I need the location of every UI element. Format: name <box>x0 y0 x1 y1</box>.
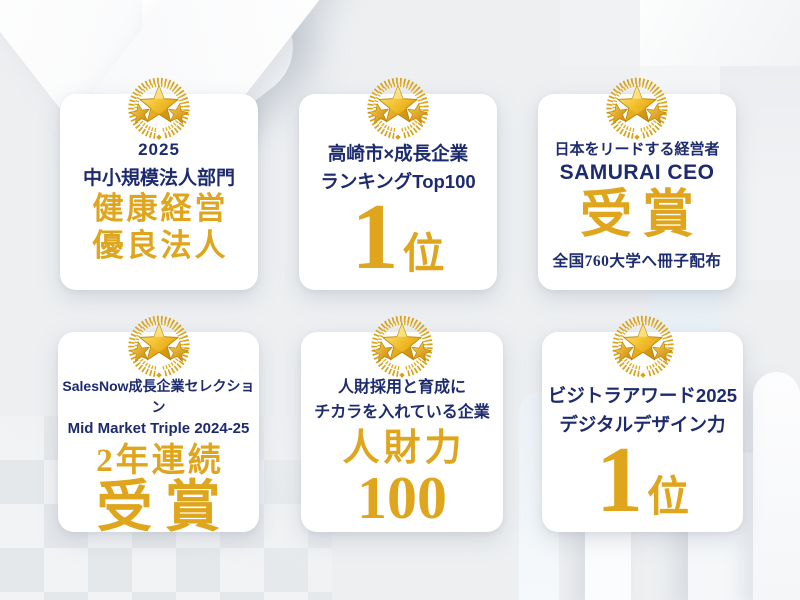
award-card-kenko-keiei: 2025 中小規模法人部門 健康経営 優良法人 <box>60 94 258 290</box>
rank-number: 1 <box>595 428 643 533</box>
rank-unit: 位 <box>646 475 689 522</box>
gold-star-laurel-badge-icon <box>601 305 685 379</box>
award-title-line-1: 人財採用と育成に <box>337 379 466 396</box>
rank-unit: 位 <box>402 231 445 278</box>
award-title-line-2: Mid Market Triple 2024-25 <box>67 420 250 437</box>
award-subtitle: 日本をリードする経営者 <box>554 141 720 158</box>
gold-star-laurel-badge-icon <box>595 67 679 141</box>
award-footnote: 全国760大学へ冊子配布 <box>552 252 722 270</box>
award-year: 2025 <box>138 140 180 159</box>
award-gold-line-2: 優良法人 <box>92 227 229 263</box>
award-title: SAMURAI CEO <box>559 161 715 184</box>
bg-mosaic-square <box>640 0 800 66</box>
award-card-jinzairyoku: 人財採用と育成に チカラを入れている企業 人財力 100 <box>301 332 503 532</box>
award-title-line-1: 高崎市×成長企業 <box>327 143 469 164</box>
award-gold-label: 人財力 <box>342 427 466 469</box>
award-rank: 1位 <box>351 190 445 284</box>
award-card-takasaki-ranking: 高崎市×成長企業 ランキングTop100 1位 <box>299 94 497 290</box>
award-title-line-1: SalesNow成長企業セレクション <box>62 378 255 415</box>
bg-mosaic-square <box>560 0 640 66</box>
award-gold-line-1: 健康経営 <box>92 191 229 226</box>
award-gold-text: 受賞 <box>96 477 233 539</box>
gold-star-laurel-badge-icon <box>360 305 444 379</box>
award-streak: 2年連続 <box>96 443 224 479</box>
rank-number: 1 <box>351 184 399 289</box>
gold-star-laurel-badge-icon <box>117 305 201 379</box>
award-card-salesnow: SalesNow成長企業セレクション Mid Market Triple 202… <box>58 332 259 536</box>
award-title-line-2: チカラを入れている企業 <box>314 403 490 421</box>
award-score: 100 <box>357 465 447 532</box>
award-rank: 1位 <box>596 433 689 527</box>
gold-star-laurel-badge-icon <box>356 67 440 141</box>
award-card-samurai-ceo: 日本をリードする経営者 SAMURAI CEO 受賞 全国760大学へ冊子配布 <box>538 94 736 290</box>
award-title-line-2: デジタルデザイン力 <box>559 413 726 435</box>
bg-shape-bar <box>753 372 800 600</box>
award-title-line-1: ビジトラアワード2025 <box>547 385 738 406</box>
award-category: 中小規模法人部門 <box>82 168 235 189</box>
award-title-line-2: ランキングTop100 <box>320 170 476 192</box>
award-gold-text: 受賞 <box>579 187 704 244</box>
award-card-visitra: ビジトラアワード2025 デジタルデザイン力 1位 <box>542 332 743 532</box>
gold-star-laurel-badge-icon <box>117 67 201 141</box>
